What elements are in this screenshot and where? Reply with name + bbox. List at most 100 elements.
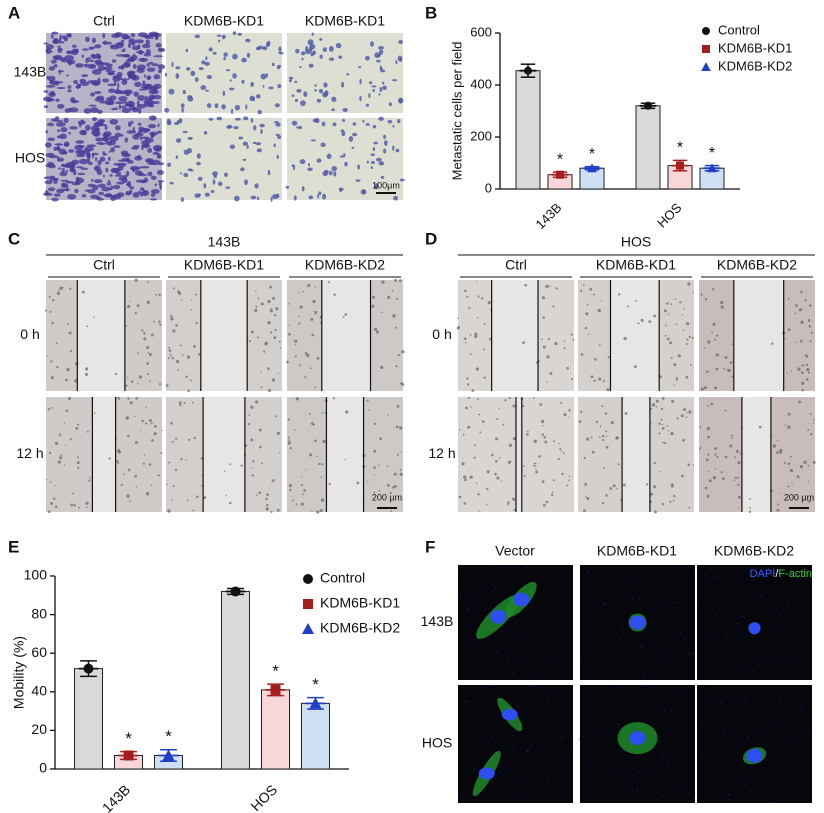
cell — [142, 80, 146, 85]
noise — [622, 628, 624, 631]
cell — [57, 289, 60, 291]
cell — [91, 152, 99, 156]
cell — [667, 313, 670, 315]
nucleus — [629, 731, 646, 746]
cell — [300, 51, 306, 56]
noise — [679, 787, 681, 790]
cell — [50, 59, 57, 64]
cell — [712, 288, 715, 291]
cell — [599, 425, 602, 428]
cell — [688, 335, 691, 338]
cell — [392, 314, 396, 318]
cell — [50, 501, 54, 505]
noise — [603, 602, 606, 604]
noise — [730, 609, 733, 611]
cell — [204, 192, 211, 197]
noise — [492, 583, 494, 585]
cell — [136, 304, 140, 308]
cell — [318, 191, 322, 196]
cell — [727, 368, 731, 373]
cell — [175, 324, 178, 327]
cell — [252, 96, 255, 102]
cell — [396, 297, 399, 300]
noise — [611, 797, 613, 799]
cell — [590, 436, 593, 439]
cell — [686, 412, 688, 414]
noise — [477, 639, 479, 642]
cell — [104, 161, 110, 165]
cell — [341, 130, 346, 137]
cell — [110, 147, 116, 153]
cell — [86, 57, 92, 60]
cell — [74, 149, 84, 154]
noise — [480, 674, 482, 676]
cell — [174, 468, 178, 471]
cell — [56, 146, 61, 151]
cell — [322, 171, 329, 177]
cell — [67, 323, 70, 325]
micrograph — [579, 565, 695, 680]
cell — [108, 135, 119, 142]
cell — [787, 425, 791, 429]
cell — [369, 41, 374, 47]
cell — [795, 341, 798, 344]
cell — [320, 476, 322, 479]
cell — [229, 79, 232, 82]
cell — [53, 146, 57, 151]
cell — [258, 491, 262, 495]
cell — [542, 345, 546, 349]
cell — [602, 438, 605, 442]
bar — [221, 590, 250, 770]
cell — [148, 418, 152, 422]
cell — [595, 420, 599, 424]
cell — [68, 396, 72, 400]
noise — [639, 699, 641, 702]
cell — [136, 67, 145, 74]
micrograph — [164, 31, 284, 115]
noise — [726, 602, 728, 604]
cell — [271, 480, 274, 483]
cell — [148, 380, 151, 383]
cell — [144, 143, 148, 148]
cell — [496, 418, 499, 421]
cell — [224, 172, 228, 177]
cell — [145, 39, 151, 46]
legend-marker — [702, 45, 710, 53]
cell — [103, 66, 113, 71]
mean-marker — [524, 66, 532, 75]
cell — [560, 450, 563, 453]
cell — [175, 138, 182, 143]
cell — [250, 405, 254, 409]
cell — [102, 174, 105, 178]
cell — [148, 352, 152, 356]
cell — [720, 305, 724, 309]
cell — [170, 355, 172, 358]
noise — [779, 697, 781, 699]
cell — [57, 103, 65, 109]
cell — [399, 426, 403, 430]
noise — [619, 575, 621, 577]
cell — [194, 193, 201, 198]
mean-marker — [587, 163, 597, 173]
cell — [357, 164, 360, 170]
y-tick-label: 0 — [39, 760, 47, 776]
cell — [135, 51, 145, 54]
noise — [738, 776, 740, 778]
cell — [255, 305, 258, 308]
cell — [278, 51, 284, 55]
cell — [121, 107, 131, 114]
column-label: KDM6B-KD2 — [717, 257, 797, 273]
cell — [84, 372, 89, 376]
noise — [744, 700, 746, 702]
cell — [267, 169, 270, 173]
noise — [659, 653, 662, 656]
cell — [566, 366, 570, 370]
noise — [802, 583, 805, 585]
cell — [47, 510, 51, 514]
cell — [399, 97, 402, 104]
wound-gap — [77, 280, 125, 391]
noise — [632, 777, 634, 780]
cell — [196, 153, 201, 159]
noise — [688, 652, 690, 655]
cell — [167, 509, 171, 513]
